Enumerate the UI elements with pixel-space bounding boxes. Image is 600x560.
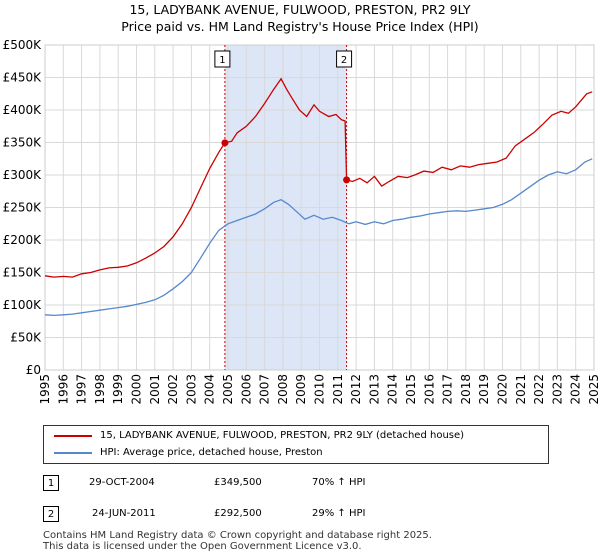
transaction-number: 2 bbox=[43, 506, 59, 522]
y-tick-label: £250K bbox=[3, 201, 43, 215]
x-tick-label: 2011 bbox=[331, 374, 345, 405]
event-marker-box bbox=[214, 50, 231, 68]
x-tick-label: 2014 bbox=[386, 374, 400, 405]
y-tick-label: £450K bbox=[3, 71, 43, 85]
legend: 15, LADYBANK AVENUE, FULWOOD, PRESTON, P… bbox=[43, 425, 549, 464]
y-tick-label: £150K bbox=[3, 266, 43, 280]
x-tick-label: 2008 bbox=[276, 374, 290, 405]
x-tick-label: 2024 bbox=[569, 374, 583, 405]
x-tick-label: 2006 bbox=[239, 374, 253, 405]
x-tick-label: 2016 bbox=[422, 374, 436, 405]
x-tick-label: 1997 bbox=[75, 374, 89, 405]
y-tick-label: £200K bbox=[3, 233, 43, 247]
x-tick-label: 2001 bbox=[148, 374, 162, 405]
transaction-number: 1 bbox=[43, 475, 59, 491]
y-tick-label: £100K bbox=[3, 298, 43, 312]
x-tick-label: 2004 bbox=[203, 374, 217, 405]
footer-attribution: Contains HM Land Registry data © Crown c… bbox=[43, 530, 432, 552]
grid-lines bbox=[44, 44, 595, 371]
price-chart: £0 £50K £100K £150K £200K £250K £300K £350K £400… bbox=[3, 38, 600, 405]
hpi-series-line bbox=[44, 158, 593, 317]
x-tick-label: 2012 bbox=[349, 374, 363, 405]
y-axis-labels: £0 £50K £100K £150K £200K £250K £300K £350K £400… bbox=[3, 38, 43, 377]
plot-border bbox=[44, 44, 595, 371]
x-tick-label: 1995 bbox=[38, 374, 52, 405]
transaction-hpi-change: 29% ↑ HPI bbox=[312, 508, 366, 519]
sale-point bbox=[343, 176, 351, 184]
x-tick-label: 2007 bbox=[258, 374, 272, 405]
event-marker-box bbox=[336, 50, 353, 68]
sale-point bbox=[221, 139, 229, 147]
x-tick-label: 2020 bbox=[496, 374, 510, 405]
y-tick-label: £400K bbox=[3, 103, 43, 117]
x-tick-label: 1996 bbox=[56, 374, 70, 405]
y-tick-label: £50K bbox=[10, 331, 42, 345]
x-tick-label: 2002 bbox=[166, 374, 180, 405]
y-tick-label: £300K bbox=[3, 168, 43, 182]
x-tick-label: 2021 bbox=[514, 374, 528, 405]
x-tick-label: 2009 bbox=[294, 374, 308, 405]
footer-line: This data is licensed under the Open Gov… bbox=[43, 541, 362, 552]
sale-points bbox=[221, 139, 351, 184]
legend-label-hpi: HPI: Average price, detached house, Pres… bbox=[100, 447, 323, 458]
x-tick-label: 2010 bbox=[313, 374, 327, 405]
chart-subtitle: Price paid vs. HM Land Registry's House … bbox=[121, 19, 479, 34]
x-axis-labels: 1995 1996 1997 1998 1999 2000 2001 2002 2003 2004… bbox=[38, 374, 600, 405]
x-tick-label: 2000 bbox=[130, 374, 144, 405]
x-tick-label: 2005 bbox=[221, 374, 235, 405]
y-tick-label: £500K bbox=[3, 38, 43, 52]
transaction-row: 2 24-JUN-2011 £292,500 29% ↑ HPI bbox=[0, 506, 600, 526]
property-series-line bbox=[44, 77, 593, 278]
transaction-date: 29-OCT-2004 bbox=[89, 477, 155, 488]
legend-label-property: 15, LADYBANK AVENUE, FULWOOD, PRESTON, P… bbox=[100, 430, 465, 441]
legend-swatch-hpi bbox=[54, 452, 92, 454]
x-tick-label: 2019 bbox=[477, 374, 491, 405]
transaction-row: 1 29-OCT-2004 £349,500 70% ↑ HPI bbox=[0, 475, 600, 495]
footer-line: Contains HM Land Registry data © Crown c… bbox=[43, 530, 432, 541]
x-tick-label: 2018 bbox=[459, 374, 473, 405]
transaction-price: £349,500 bbox=[214, 477, 262, 488]
x-tick-label: 2023 bbox=[550, 374, 564, 405]
x-tick-label: 2015 bbox=[404, 374, 418, 405]
x-tick-label: 2017 bbox=[441, 374, 455, 405]
x-tick-label: 2025 bbox=[587, 374, 600, 405]
x-tick-label: 2003 bbox=[184, 374, 198, 405]
x-tick-label: 1998 bbox=[93, 374, 107, 405]
x-tick-label: 1999 bbox=[111, 374, 125, 405]
transaction-hpi-change: 70% ↑ HPI bbox=[312, 477, 366, 488]
event-marker-label: 1 bbox=[219, 55, 225, 66]
y-tick-label: £0 bbox=[26, 363, 41, 377]
transaction-price: £292,500 bbox=[214, 508, 262, 519]
x-tick-label: 2013 bbox=[367, 374, 381, 405]
y-tick-label: £350K bbox=[3, 136, 43, 150]
chart-title: 15, LADYBANK AVENUE, FULWOOD, PRESTON, P… bbox=[129, 2, 471, 17]
transaction-date: 24-JUN-2011 bbox=[92, 508, 156, 519]
legend-swatch-property bbox=[54, 435, 92, 437]
x-tick-label: 2022 bbox=[532, 374, 546, 405]
event-marker-label: 2 bbox=[341, 55, 347, 66]
